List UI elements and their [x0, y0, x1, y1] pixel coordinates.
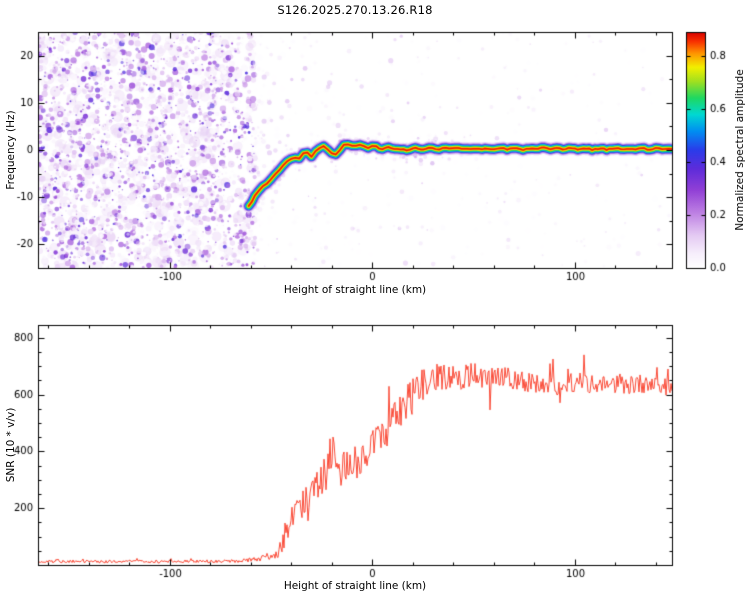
snr-ylabel: SNR (10 * v/v)	[5, 407, 17, 483]
snr-xlabel: Height of straight line (km)	[283, 580, 427, 592]
spectrogram-ylabel: Frequency (Hz)	[5, 110, 17, 190]
figure-title: S126.2025.270.13.26.R18	[277, 3, 433, 17]
spectrogram-xlabel: Height of straight line (km)	[283, 284, 427, 296]
colorbar-label: Normalized spectral amplitude	[734, 69, 746, 231]
